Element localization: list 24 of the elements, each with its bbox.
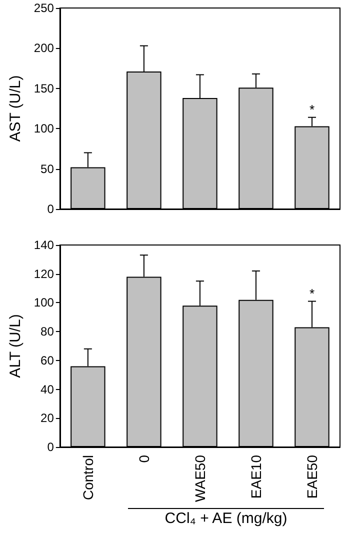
x-tick-label: EAE50 <box>304 454 320 499</box>
y-tick-label: 250 <box>34 1 54 15</box>
x-tick-label: WAE50 <box>192 454 208 502</box>
y-tick-label: 200 <box>34 41 54 56</box>
y-tick-label: 40 <box>40 382 54 396</box>
y-tick-label: 80 <box>40 324 54 339</box>
y-axis-title: ALT (U/L) <box>7 314 24 378</box>
y-tick-label: 0 <box>47 440 54 454</box>
annotation: * <box>309 102 315 117</box>
y-tick-label: 100 <box>34 122 54 136</box>
y-tick-label: 0 <box>47 202 54 216</box>
y-tick-label: 60 <box>40 353 54 368</box>
y-axis-title: AST (U/L) <box>7 75 24 142</box>
y-tick-label: 20 <box>40 411 54 426</box>
x-tick-label: EAE10 <box>248 454 264 499</box>
y-tick-label: 100 <box>34 296 54 310</box>
x-tick-label: 0 <box>136 454 152 463</box>
y-tick-label: 50 <box>40 162 54 176</box>
y-tick-label: 120 <box>34 266 54 281</box>
x-axis-title: CCl₄ + AE (mg/kg) <box>128 508 324 527</box>
x-tick-label: Control <box>80 455 96 500</box>
y-tick-label: 140 <box>34 238 54 252</box>
y-tick-label: 150 <box>34 81 54 96</box>
annotation: * <box>309 286 315 301</box>
